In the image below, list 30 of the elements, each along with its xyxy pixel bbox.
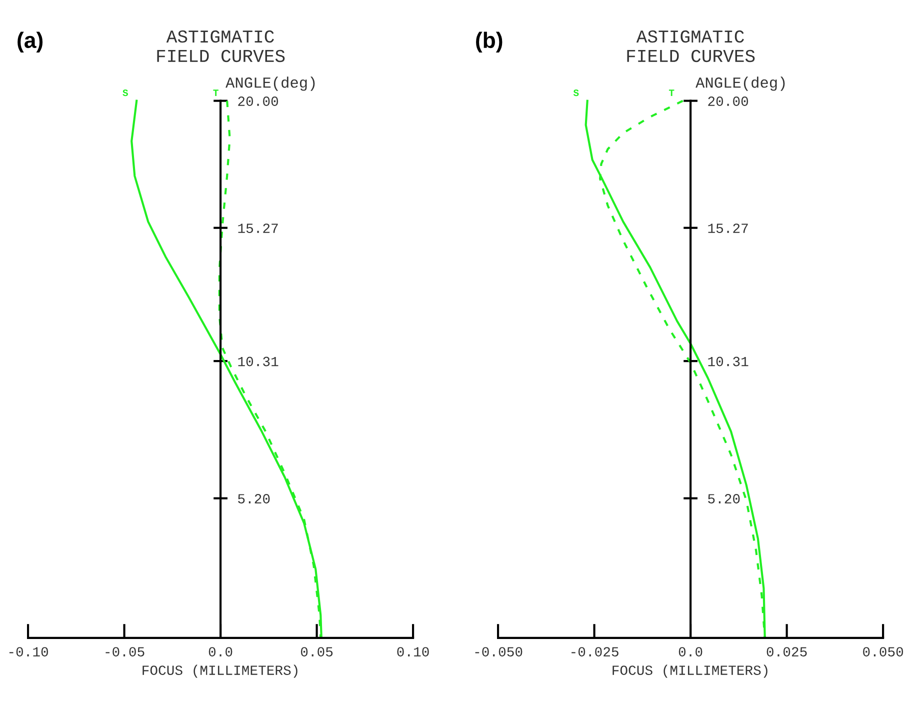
chart-title: ASTIGMATIC FIELD CURVES bbox=[627, 30, 755, 62]
series-label: S bbox=[122, 90, 128, 96]
x-tick-label: -0.05 bbox=[106, 647, 144, 656]
x-tick-label: -0.025 bbox=[572, 647, 618, 656]
y-tick-label: 10.31 bbox=[238, 356, 278, 366]
x-axis-title: FOCUS (MILLIMETERS) bbox=[612, 664, 768, 678]
y-tick-label: 15.27 bbox=[238, 224, 278, 234]
y-tick-label: 20.00 bbox=[238, 96, 278, 106]
y-tick-label: 20.00 bbox=[708, 96, 748, 106]
y-axis-title: ANGLE(deg) bbox=[226, 76, 315, 91]
chart-title: ASTIGMATIC FIELD CURVES bbox=[157, 30, 285, 62]
y-tick-label: 5.20 bbox=[708, 494, 740, 504]
series-label: T bbox=[213, 90, 218, 96]
y-tick-label: 10.31 bbox=[708, 356, 748, 366]
text: (a) bbox=[18, 32, 43, 52]
series-label: T bbox=[668, 90, 674, 96]
x-tick-label: 0.05 bbox=[300, 647, 333, 656]
y-tick-label: 15.27 bbox=[708, 224, 748, 234]
x-tick-label: -0.10 bbox=[9, 647, 48, 656]
x-tick-label: 0.0 bbox=[678, 647, 702, 656]
x-tick-label: -0.050 bbox=[475, 647, 522, 656]
text: (b) bbox=[476, 32, 502, 52]
y-tick-label: 5.20 bbox=[238, 494, 270, 504]
series-label: S bbox=[573, 90, 579, 96]
y-axis-title: ANGLE(deg) bbox=[696, 76, 785, 91]
x-tick-label: 0.10 bbox=[397, 647, 429, 656]
x-tick-label: 0.025 bbox=[766, 647, 807, 656]
x-tick-label: 0.050 bbox=[863, 647, 904, 656]
x-tick-label: 0.0 bbox=[208, 647, 232, 656]
x-axis-title: FOCUS (MILLIMETERS) bbox=[142, 664, 298, 678]
